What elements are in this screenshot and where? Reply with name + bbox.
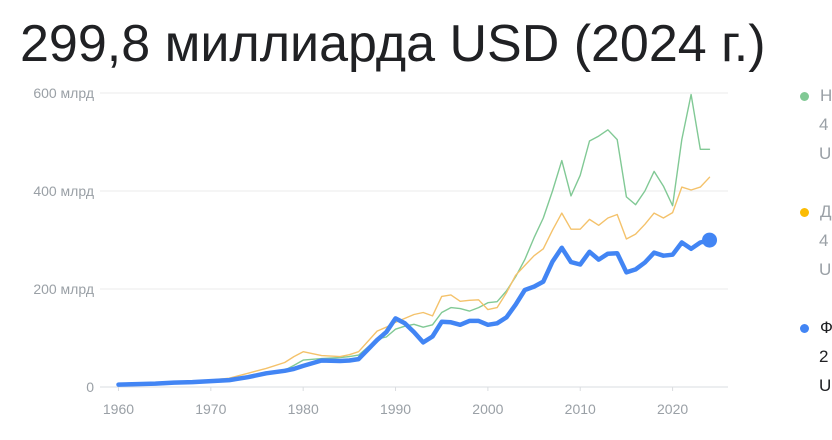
y-tick-label: 0 [86, 379, 94, 395]
legend-label: U [819, 376, 832, 395]
x-tick-label: 1990 [380, 401, 411, 417]
x-tick-label: 2010 [565, 401, 596, 417]
x-tick-label: 1960 [103, 401, 134, 417]
series-line-1 [117, 93, 711, 385]
x-tick-label: 2020 [657, 401, 688, 417]
legend-label: Ф [820, 318, 832, 337]
legend-marker [800, 208, 809, 217]
legend-label: U [819, 260, 832, 279]
x-tick-label: 1970 [195, 401, 226, 417]
y-tick-label: 600 млрд [33, 85, 94, 101]
x-tick-label: 1980 [288, 401, 319, 417]
headline: 299,8 миллиарда USD (2024 г.) [20, 15, 766, 73]
legend-label: 4 [819, 115, 829, 134]
legend-marker [800, 92, 809, 101]
legend-label: U [819, 144, 832, 163]
legend-label: Н [820, 86, 832, 105]
legend-label: Д [820, 202, 832, 221]
y-tick-label: 400 млрд [33, 183, 94, 199]
series-line-3 [116, 237, 712, 387]
legend-marker [800, 324, 809, 333]
series-line-2 [117, 176, 711, 385]
legend-label: 2 [819, 347, 829, 366]
legend-label: 4 [819, 231, 829, 250]
series-endpoint-marker [702, 232, 718, 248]
x-tick-label: 2000 [472, 401, 503, 417]
y-tick-label: 200 млрд [33, 281, 94, 297]
